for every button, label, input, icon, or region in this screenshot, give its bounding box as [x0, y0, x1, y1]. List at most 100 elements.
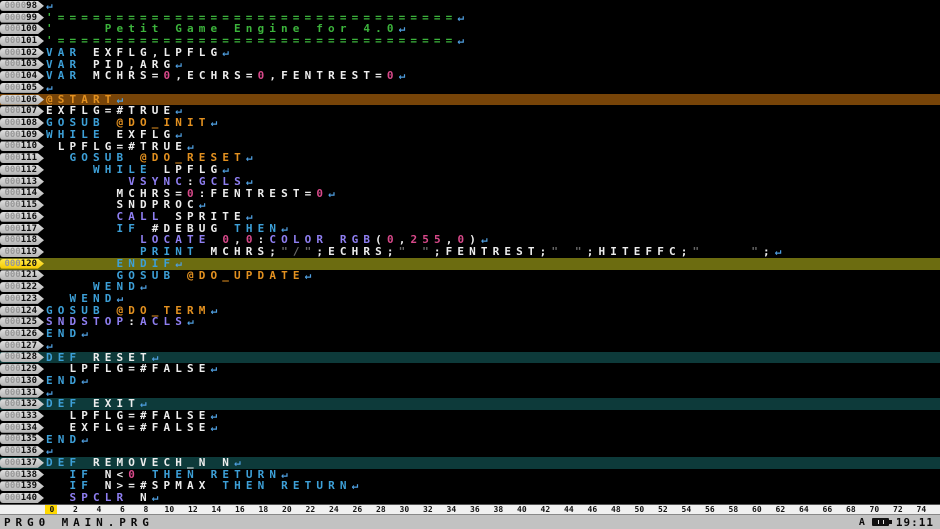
code-line[interactable]: 000 132 DEF EXIT↵ — [0, 397, 940, 411]
line-number: 0000 99 — [0, 12, 44, 23]
code-line[interactable]: 000 139 IF N>=#SPMAX THEN RETURN↵ — [0, 480, 940, 492]
return-mark-icon: ↵ — [151, 491, 164, 505]
return-mark-icon: ↵ — [457, 34, 470, 48]
code-line[interactable]: 000 109 WHILE EXFLG↵ — [0, 129, 940, 141]
code-line[interactable]: 000 101 '=================================… — [0, 35, 940, 47]
code-line[interactable]: 000 118 LOCATE 0,0:COLOR RGB(0,255,0)↵ — [0, 234, 940, 246]
code-line[interactable]: 000 138 IF N<0 THEN RETURN↵ — [0, 467, 940, 481]
code-line[interactable]: 000 119 PRINT MCHRS;"/";ECHRS;" ";FENTRES… — [0, 246, 940, 258]
code-line[interactable]: 000 116 CALL SPRITE↵ — [0, 211, 940, 223]
ruler-label: 18 — [258, 505, 269, 514]
return-mark-icon: ↵ — [281, 467, 293, 481]
code-line[interactable]: 000 106 @START↵ — [0, 92, 940, 106]
code-line[interactable]: 000 107 EXFLG=#TRUE↵ — [0, 105, 940, 117]
code-line[interactable]: 000 129 LPFLG=#FALSE↵ — [0, 363, 940, 375]
line-number: 000 137 — [0, 457, 44, 468]
code-text: ↵ — [46, 339, 58, 352]
code-text: DEF REMOVECH_N N↵ — [46, 456, 246, 470]
line-number: 000 124 — [0, 305, 44, 316]
code-line[interactable]: 000 117 IF #DEBUG THEN↵ — [0, 222, 940, 235]
line-number: 000 128 — [0, 352, 44, 363]
code-line[interactable]: 000 122 WEND↵ — [0, 281, 940, 293]
code-line[interactable]: 000 112 WHILE LPFLG↵ — [0, 164, 940, 176]
code-line[interactable]: 000 136 ↵ — [0, 445, 940, 457]
code-line[interactable]: 000 128 DEF RESET↵ — [0, 351, 940, 364]
return-mark-icon: ↵ — [210, 409, 223, 423]
ruler-label: 16 — [235, 505, 245, 514]
code-line[interactable]: 000 110 LPFLG=#TRUE↵ — [0, 139, 940, 153]
ruler-label: 52 — [658, 505, 668, 514]
code-text: WHILE LPFLG↵ — [93, 163, 235, 177]
code-text: EXFLG=#TRUE↵ — [46, 104, 188, 118]
code-line[interactable]: 0000 98 ↵ — [0, 0, 940, 12]
code-line[interactable]: 000 111 GOSUB @DO_RESET↵ — [0, 152, 940, 164]
code-line[interactable]: 000 131 ↵ — [0, 386, 940, 399]
code-text: END↵ — [46, 327, 94, 341]
code-text: VAR PID,ARG↵ — [46, 57, 188, 71]
return-mark-icon: ↵ — [222, 45, 235, 59]
line-number: 000 106 — [0, 94, 44, 105]
code-line[interactable]: 000 126 END↵ — [0, 328, 940, 340]
code-text: ' Petit Game Engine for 4.0↵ — [46, 22, 411, 36]
ruler-label: 56 — [705, 505, 715, 514]
code-line[interactable]: 000 102 VAR EXFLG,LPFLG↵ — [0, 47, 940, 59]
code-line[interactable]: 000 137 DEF REMOVECH_N N↵ — [0, 457, 940, 469]
code-line[interactable]: 000 135 END↵ — [0, 433, 940, 446]
code-line[interactable]: 000 133 LPFLG=#FALSE↵ — [0, 410, 940, 422]
return-mark-icon: ↵ — [175, 127, 188, 141]
ruler-label: 0 — [49, 505, 55, 514]
code-text: ↵ — [46, 82, 58, 94]
code-text: GOSUB @DO_RESET↵ — [69, 151, 258, 165]
code-text: VSYNC:GCLS↵ — [128, 174, 258, 188]
return-mark-icon: ↵ — [481, 233, 493, 247]
code-text: ↵ — [46, 386, 58, 399]
code-line[interactable]: 000 127 ↵ — [0, 339, 940, 352]
code-line[interactable]: 000 108 GOSUB @DO_INIT↵ — [0, 117, 940, 129]
code-text: ENDIF↵ — [116, 256, 188, 270]
code-text: DEF EXIT↵ — [46, 397, 152, 411]
code-line[interactable]: 000 104 VAR MCHRS=0,ECHRS=0,FENTREST=0↵ — [0, 70, 940, 82]
ruler-label: 30 — [399, 505, 410, 514]
code-text: SNDSTOP:ACLS↵ — [46, 315, 199, 329]
line-number: 000 109 — [0, 129, 44, 140]
line-number: 000 125 — [0, 317, 44, 328]
code-text: EXFLG=#FALSE↵ — [46, 420, 223, 434]
code-text: LPFLG=#TRUE↵ — [46, 139, 199, 153]
return-mark-icon: ↵ — [351, 479, 364, 493]
ruler-label: 2 — [72, 505, 78, 514]
code-text: IF N>=#SPMAX THEN RETURN↵ — [69, 479, 364, 493]
code-line[interactable]: 000 114 MCHRS=0:FENTREST=0↵ — [0, 186, 940, 200]
line-number: 000 133 — [0, 411, 44, 422]
code-text: MCHRS=0:FENTREST=0↵ — [46, 186, 340, 200]
ruler-cursor-highlight — [45, 505, 57, 514]
code-line[interactable]: 000 123 WEND↵ — [0, 293, 940, 305]
code-line[interactable]: 000 130 END↵ — [0, 375, 940, 387]
ruler-label: 64 — [799, 505, 809, 514]
filename-tab[interactable]: PRG0 MAIN.PRG — [4, 515, 154, 529]
return-mark-icon: ↵ — [116, 291, 129, 305]
ruler-label: 48 — [611, 505, 621, 514]
code-line[interactable]: 000 134 EXFLG=#FALSE↵ — [0, 422, 940, 434]
code-line[interactable]: 000 113 VSYNC:GCLS↵ — [0, 174, 940, 188]
code-line[interactable]: 000 115 SNDPROC↵ — [0, 199, 940, 211]
code-line[interactable]: 000 124 GOSUB @DO_TERM↵ — [0, 304, 940, 317]
code-line[interactable]: 000 105 ↵ — [0, 82, 940, 94]
code-line[interactable]: 000 140 SPCLR N↵ — [0, 492, 940, 504]
code-line[interactable]: 000 125 SNDSTOP:ACLS↵ — [0, 316, 940, 328]
ruler-label: 42 — [540, 505, 551, 514]
line-number: 000 100 — [0, 24, 44, 35]
code-line[interactable]: 000 120 ENDIF↵ — [0, 256, 940, 270]
return-mark-icon: ↵ — [116, 92, 129, 106]
code-line[interactable]: 000 121 GOSUB @DO_UPDATE↵ — [0, 269, 940, 282]
code-line[interactable]: 0000 99 '=================================… — [0, 11, 940, 24]
return-mark-icon: ↵ — [245, 151, 258, 165]
return-mark-icon: ↵ — [81, 374, 94, 387]
line-number: 000 120 — [0, 258, 44, 269]
code-line[interactable]: 000 103 VAR PID,ARG↵ — [0, 57, 940, 71]
return-mark-icon: ↵ — [175, 57, 188, 71]
line-number: 000 129 — [0, 364, 44, 375]
code-line[interactable]: 000 100 ' Petit Game Engine for 4.0↵ — [0, 23, 940, 35]
ruler-label: 14 — [211, 505, 222, 514]
ruler-label: 62 — [775, 505, 786, 514]
return-mark-icon: ↵ — [245, 209, 258, 223]
